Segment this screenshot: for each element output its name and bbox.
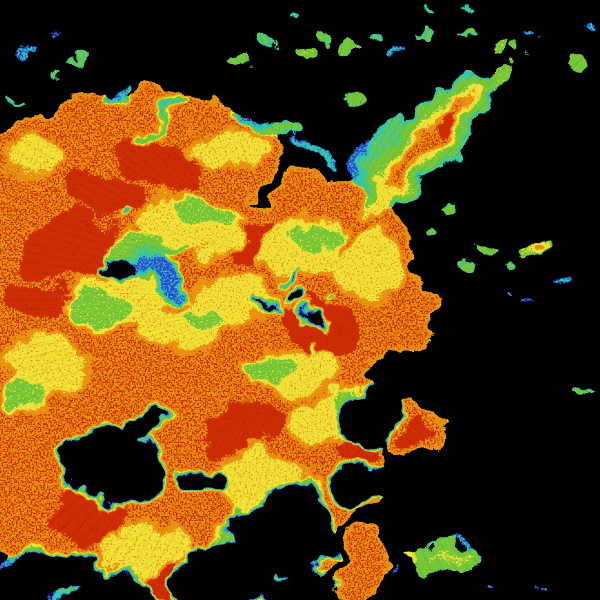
- reflectivity-blob-layer: [0, 6, 595, 600]
